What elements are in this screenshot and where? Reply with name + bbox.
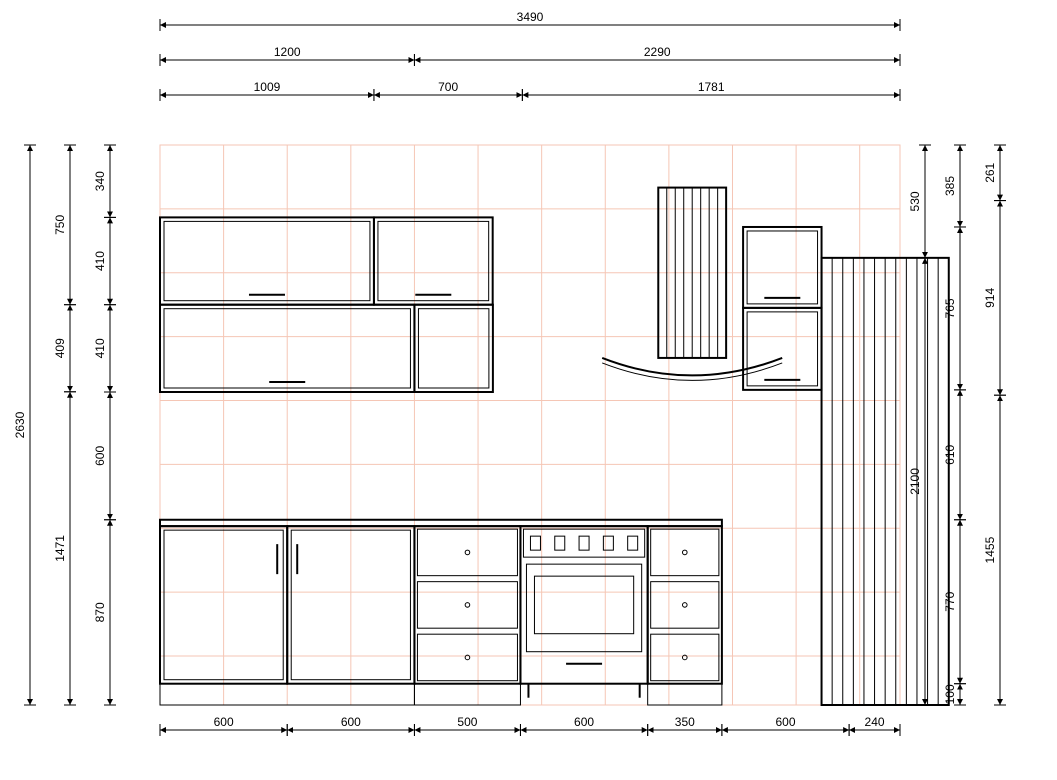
dim-label: 240 xyxy=(865,715,885,729)
oven-door xyxy=(526,564,641,652)
dim-label: 610 xyxy=(943,444,957,464)
dim-label: 1455 xyxy=(983,536,997,563)
dim-label: 410 xyxy=(93,251,107,271)
stove-knob-icon xyxy=(579,536,589,550)
dim-label: 3490 xyxy=(517,10,544,24)
dim-label: 100 xyxy=(943,684,957,704)
dim-label: 340 xyxy=(93,171,107,191)
dim-label: 385 xyxy=(943,176,957,196)
cabinet xyxy=(743,227,821,308)
knob-icon xyxy=(465,603,470,608)
tile-grid xyxy=(160,145,900,705)
plinth xyxy=(648,684,722,705)
dim-label: 870 xyxy=(93,602,107,622)
dim-label: 770 xyxy=(943,591,957,611)
stove-knob-icon xyxy=(555,536,565,550)
tall-panel xyxy=(832,258,938,705)
stove-knob-icon xyxy=(628,536,638,550)
dim-label: 600 xyxy=(93,446,107,466)
dim-label: 914 xyxy=(983,288,997,308)
cabinet xyxy=(160,217,374,304)
dim-label: 2100 xyxy=(908,468,922,495)
dim-label: 500 xyxy=(457,715,477,729)
knob-icon xyxy=(465,550,470,555)
cabinet xyxy=(414,305,492,392)
stove-knob-icon xyxy=(530,536,540,550)
hood-curve xyxy=(602,358,782,376)
plinth xyxy=(414,684,520,705)
dim-label: 1200 xyxy=(274,45,301,59)
knob-icon xyxy=(682,550,687,555)
cabinet xyxy=(374,217,493,304)
dim-label: 1781 xyxy=(698,80,725,94)
dim-label: 600 xyxy=(574,715,594,729)
dim-label: 1471 xyxy=(53,535,67,562)
dim-label: 410 xyxy=(93,338,107,358)
dim-label: 350 xyxy=(675,715,695,729)
dim-label: 600 xyxy=(775,715,795,729)
dim-label: 2290 xyxy=(644,45,671,59)
dim-label: 1009 xyxy=(254,80,281,94)
dim-label: 765 xyxy=(943,298,957,318)
dim-label: 261 xyxy=(983,162,997,182)
dim-label: 530 xyxy=(908,191,922,211)
cabinet xyxy=(743,308,821,390)
dim-label: 700 xyxy=(438,80,458,94)
knob-icon xyxy=(682,603,687,608)
dim-label: 750 xyxy=(53,215,67,235)
dim-label: 2630 xyxy=(13,411,27,438)
dim-label: 600 xyxy=(341,715,361,729)
dim-label: 409 xyxy=(53,338,67,358)
dim-label: 600 xyxy=(214,715,234,729)
